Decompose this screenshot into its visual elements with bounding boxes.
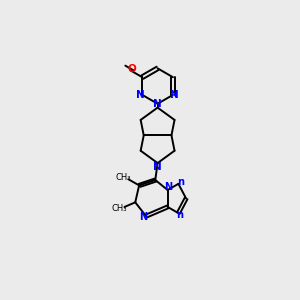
Text: CH₃: CH₃: [111, 204, 127, 213]
Text: N: N: [136, 90, 145, 100]
Text: O: O: [128, 64, 136, 74]
Text: N: N: [164, 182, 172, 192]
Text: N: N: [153, 99, 162, 109]
Text: n: n: [176, 210, 183, 220]
Text: N: N: [139, 212, 147, 222]
Text: N: N: [170, 90, 179, 100]
Text: n: n: [177, 177, 184, 187]
Text: N: N: [153, 162, 162, 172]
Text: CH₃: CH₃: [115, 173, 131, 182]
